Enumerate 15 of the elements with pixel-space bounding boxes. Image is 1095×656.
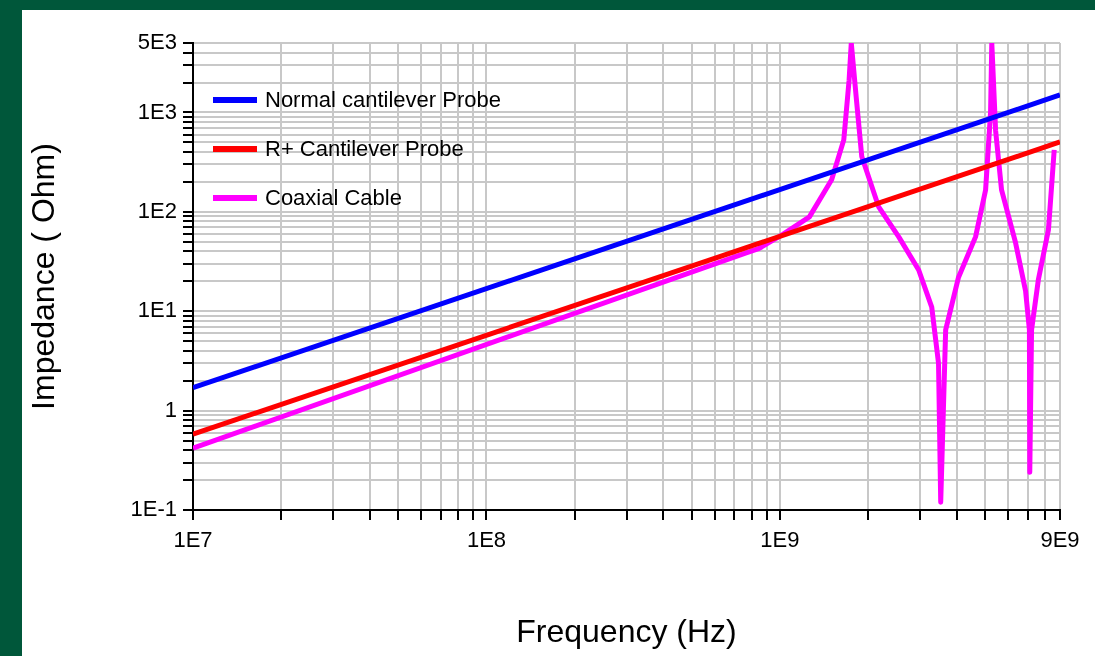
y-axis-title: Impedance ( Ohm): [25, 143, 62, 410]
y-tick-label: 1E2: [137, 197, 177, 223]
x-tick-label: 1E7: [173, 527, 213, 553]
y-tick-label: 1E1: [137, 297, 177, 323]
x-tick-label: 9E9: [1040, 527, 1080, 553]
y-tick-label: 1E3: [137, 98, 177, 124]
y-tick-label: 1: [164, 396, 177, 422]
x-axis-title: Frequency (Hz): [516, 612, 737, 649]
y-tick-label: 1E-1: [130, 496, 177, 522]
legend-label: Coaxial Cable: [265, 184, 402, 210]
x-tick-label: 1E8: [466, 527, 507, 553]
x-tick-label: 1E9: [760, 527, 800, 553]
legend-label: Normal cantilever Probe: [265, 86, 501, 112]
y-tick-label: 5E3: [137, 29, 177, 55]
legend-label: R+ Cantilever Probe: [265, 135, 464, 161]
